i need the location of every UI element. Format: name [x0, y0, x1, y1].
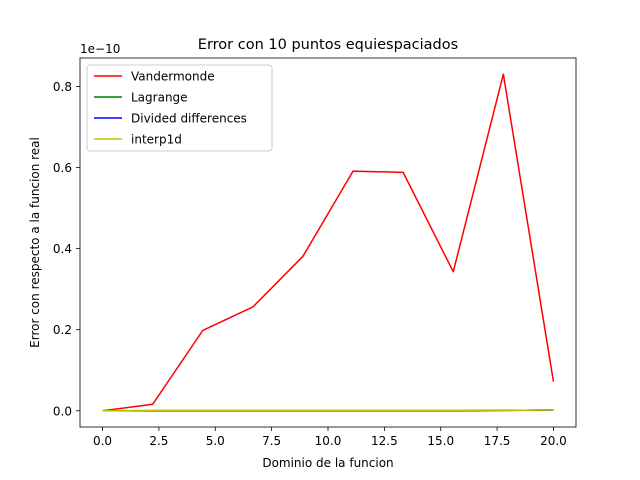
x-tick-label: 20.0	[540, 434, 567, 448]
y-tick-label: 0.8	[53, 80, 72, 94]
x-axis: 0.0 2.5 5.0 7.5 10.0 12.5 15.0 17.5 20.0	[93, 427, 567, 448]
x-axis-label: Dominio de la funcion	[262, 456, 393, 470]
legend-label: interp1d	[131, 133, 182, 147]
legend-label: Divided differences	[131, 112, 247, 126]
y-tick-label: 0.0	[53, 404, 72, 418]
series-line-interp1d	[102, 409, 554, 412]
legend-label: Vandermonde	[131, 70, 215, 84]
y-tick-label: 0.4	[53, 242, 72, 256]
y-axis: 0.0 0.2 0.4 0.6 0.8	[53, 80, 80, 418]
y-tick-label: 0.2	[53, 323, 72, 337]
series-line-vandermonde	[102, 73, 555, 412]
legend: Vandermonde Lagrange Divided differences in…	[86, 64, 273, 152]
y-axis-label: Error con respecto a la funcion real	[28, 137, 42, 348]
x-tick-label: 15.0	[427, 434, 454, 448]
x-tick-label: 2.5	[149, 434, 168, 448]
x-tick-label: 0.0	[93, 434, 112, 448]
series-lines	[102, 73, 555, 412]
y-tick-label: 0.6	[53, 161, 72, 175]
legend-box	[86, 64, 273, 152]
legend-label: Lagrange	[131, 91, 188, 105]
y-offset-label: 1e−10	[80, 42, 120, 56]
x-tick-label: 17.5	[484, 434, 511, 448]
plot-frame	[79, 57, 577, 428]
chart-title: Error con 10 puntos equiespaciados	[198, 37, 458, 53]
x-tick-label: 12.5	[371, 434, 398, 448]
x-tick-label: 7.5	[262, 434, 281, 448]
x-tick-label: 10.0	[315, 434, 342, 448]
x-tick-label: 5.0	[206, 434, 225, 448]
